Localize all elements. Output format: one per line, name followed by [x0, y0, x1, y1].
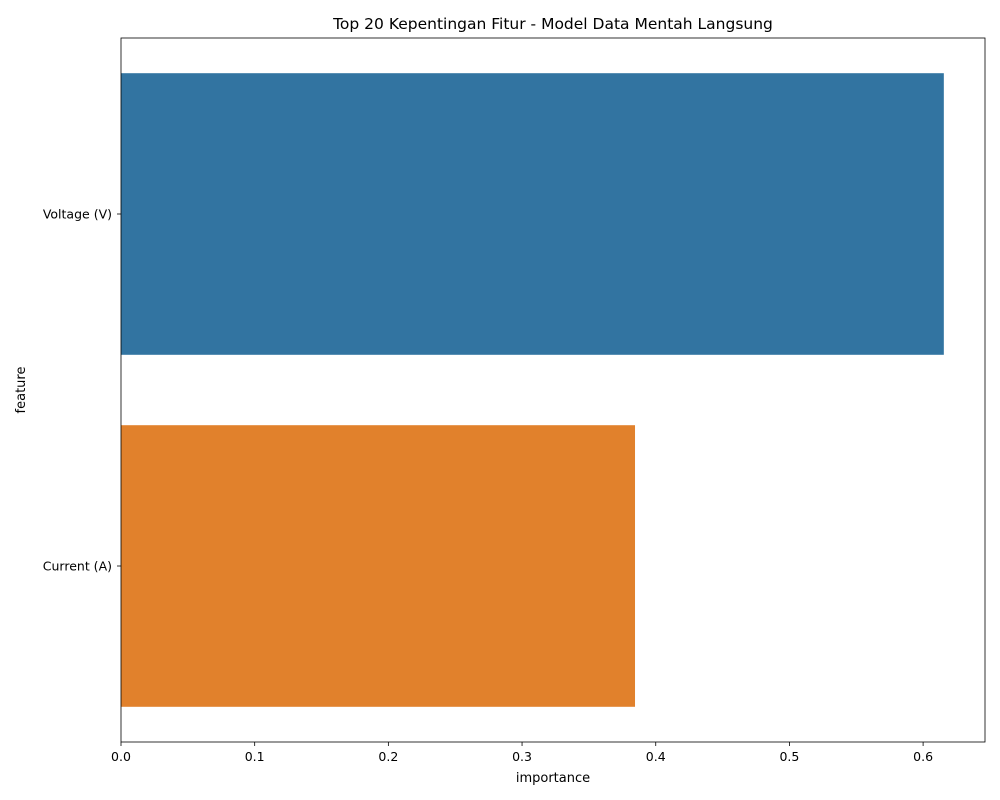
x-tick-label: 0.2: [378, 749, 398, 764]
bar-0: [121, 73, 944, 355]
y-tick-label: Voltage (V): [43, 207, 112, 222]
x-tick-label: 0.0: [111, 749, 131, 764]
x-axis-ticks: 0.0 0.1 0.2 0.3 0.4 0.5 0.6: [111, 742, 933, 764]
plot-frame: [120, 37, 986, 743]
bar-1: [121, 425, 636, 707]
x-tick-label: 0.6: [913, 749, 933, 764]
y-tick-label: Current (A): [43, 559, 112, 574]
x-tick-label: 0.3: [512, 749, 532, 764]
x-tick-label: 0.5: [779, 749, 799, 764]
x-tick-label: 0.4: [646, 749, 666, 764]
chart-title: Top 20 Kepentingan Fitur - Model Data Me…: [332, 15, 773, 33]
x-axis-label: importance: [516, 771, 590, 786]
bars-layer: [121, 73, 944, 707]
x-tick-label: 0.1: [245, 749, 265, 764]
y-axis-ticks: Voltage (V) Current (A): [43, 207, 121, 574]
y-axis-label: feature: [14, 367, 29, 414]
